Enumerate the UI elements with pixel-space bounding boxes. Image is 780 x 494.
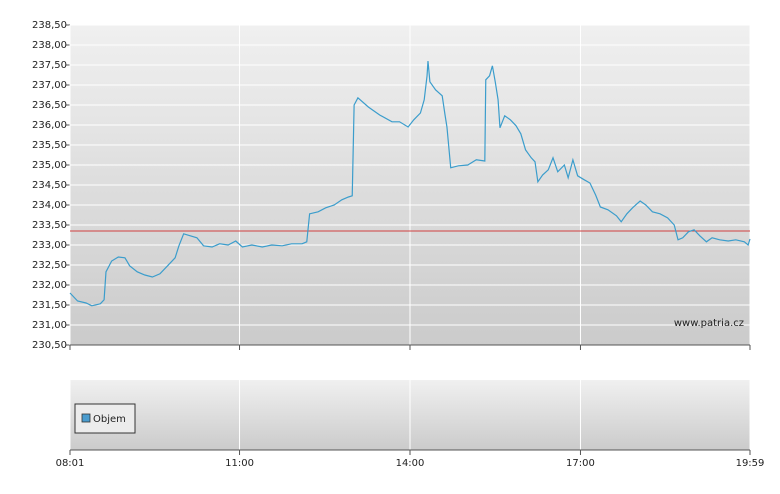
x-tick-label: 08:01 bbox=[56, 458, 85, 469]
y-tick-label: 236,00 bbox=[32, 120, 67, 131]
y-tick-label: 238,50 bbox=[32, 20, 67, 31]
legend-swatch bbox=[81, 413, 91, 423]
y-tick-label: 231,00 bbox=[32, 320, 67, 331]
y-tick-label: 233,50 bbox=[32, 220, 67, 231]
y-tick-label: 237,50 bbox=[32, 60, 67, 71]
y-tick-label: 238,00 bbox=[32, 40, 67, 51]
y-tick-label: 232,00 bbox=[32, 280, 67, 291]
y-tick-label: 235,50 bbox=[32, 140, 67, 151]
y-tick-label: 233,00 bbox=[32, 240, 67, 251]
y-tick-label: 231,50 bbox=[32, 300, 67, 311]
x-tick-label: 11:00 bbox=[225, 458, 254, 469]
y-tick-label: 236,50 bbox=[32, 100, 67, 111]
x-tick-label: 19:59 bbox=[736, 458, 765, 469]
x-tick-label: 14:00 bbox=[396, 458, 425, 469]
y-tick-label: 232,50 bbox=[32, 260, 67, 271]
x-tick-label: 17:00 bbox=[566, 458, 595, 469]
y-tick-label: 235,00 bbox=[32, 160, 67, 171]
watermark: www.patria.cz bbox=[674, 318, 744, 329]
y-tick-label: 234,50 bbox=[32, 180, 67, 191]
y-tick-label: 230,50 bbox=[32, 340, 67, 351]
price-line bbox=[69, 60, 751, 307]
y-tick-label: 234,00 bbox=[32, 200, 67, 211]
y-tick-label: 237,00 bbox=[32, 80, 67, 91]
legend-label: Objem bbox=[93, 414, 126, 425]
